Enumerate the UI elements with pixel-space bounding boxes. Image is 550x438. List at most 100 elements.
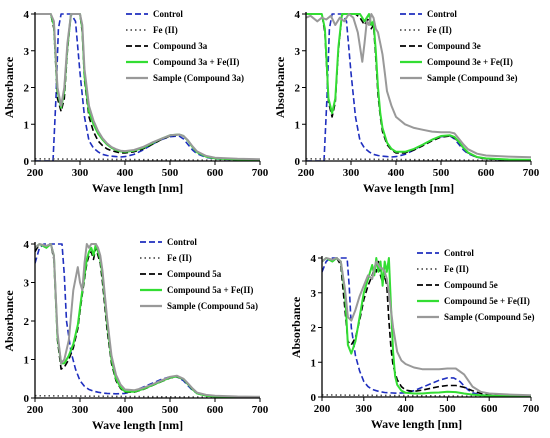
y-tick-label: 2: [295, 83, 301, 95]
x-axis-title: Wave length [nm]: [371, 417, 462, 431]
y-tick-label: 1: [311, 357, 317, 369]
legend: Control Fe (II) Compound 5a Compound 5a + F…: [140, 237, 258, 311]
x-axis-title: Wave length [nm]: [363, 181, 454, 195]
chart-panel-compound-5e: 200 300 400 500 600 700 0 1 2 3 4 Wave length [nm] A…: [289, 248, 540, 431]
series-group: [322, 257, 531, 397]
legend-label: Sample (Compound 5e): [444, 312, 535, 322]
legend-label: Compound 5a + Fe(II): [167, 285, 253, 295]
legend-label: Compound 3e: [427, 41, 481, 51]
chart-panel-compound-3a: 200 300 400 500 600 700 0 1 2 3 4 Wave length [nm] A…: [2, 9, 269, 195]
x-tick-label: 600: [207, 167, 224, 179]
y-tick-label: 0: [24, 156, 30, 168]
series-line-1: [35, 394, 260, 398]
legend-label: Compound 3a + Fe(II): [153, 57, 239, 67]
legend-label: Control: [444, 248, 474, 258]
x-tick-label: 200: [298, 167, 315, 179]
series-line-4: [35, 13, 260, 161]
legend-label: Compound 3a: [153, 41, 208, 51]
y-tick-label: 4: [311, 253, 317, 265]
y-tick-label: 2: [24, 316, 30, 328]
series-line-2: [35, 243, 260, 398]
y-tick-label: 3: [311, 288, 317, 300]
x-tick-label: 600: [207, 404, 224, 416]
x-tick-label: 300: [72, 167, 89, 179]
y-tick-label: 3: [24, 46, 30, 58]
x-tick-label: 700: [252, 404, 269, 416]
legend-label: Fe (II): [444, 264, 469, 274]
series-line-0: [306, 13, 531, 161]
series-line-1: [35, 158, 260, 161]
y-tick-label: 3: [295, 46, 301, 58]
y-tick-label: 2: [24, 83, 30, 95]
series-group: [35, 13, 260, 161]
y-tick-label: 3: [24, 278, 30, 290]
chart-panel-compound-3e: 200 300 400 500 600 700 0 1 2 3 4 Wave length [nm] A…: [273, 9, 540, 195]
legend-label: Compound 5e: [444, 280, 498, 290]
legend-label: Sample (Compound 5a): [167, 301, 258, 311]
x-tick-label: 200: [27, 404, 44, 416]
series-line-2: [322, 257, 531, 397]
y-tick-label: 0: [311, 392, 317, 404]
x-tick-label: 200: [27, 167, 44, 179]
x-tick-label: 400: [117, 167, 134, 179]
y-axis-title: Absorbance: [289, 296, 303, 358]
x-axis-title: Wave length [nm]: [92, 418, 183, 432]
x-tick-label: 700: [523, 167, 540, 179]
legend-label: Compound 5a: [167, 269, 222, 279]
legend-label: Control: [153, 9, 183, 19]
series-line-1: [306, 158, 531, 161]
y-tick-label: 1: [24, 355, 30, 367]
x-tick-label: 300: [356, 403, 373, 415]
y-tick-label: 4: [24, 9, 30, 21]
x-tick-label: 700: [252, 167, 269, 179]
y-tick-label: 1: [295, 119, 301, 131]
y-tick-label: 4: [295, 9, 301, 21]
x-tick-label: 300: [72, 404, 89, 416]
x-tick-label: 500: [162, 404, 179, 416]
legend-label: Fe (II): [427, 25, 452, 35]
series-line-1: [322, 394, 531, 397]
series-line-2: [35, 13, 260, 161]
series-line-4: [322, 257, 531, 397]
x-tick-label: 500: [162, 167, 179, 179]
y-tick-label: 1: [24, 119, 30, 131]
y-tick-label: 4: [24, 239, 30, 251]
series-line-0: [35, 13, 260, 161]
legend-label: Fe (II): [167, 253, 192, 263]
y-tick-label: 0: [295, 156, 301, 168]
legend-label: Control: [167, 237, 197, 247]
legend-label: Sample (Compound 3e): [427, 73, 518, 83]
legend-label: Compound 5e + Fe(II): [444, 296, 530, 306]
series-line-4: [306, 13, 531, 159]
legend-label: Compound 3e + Fe(II): [427, 57, 513, 67]
y-axis-title: Absorbance: [2, 290, 16, 352]
x-tick-label: 600: [478, 167, 495, 179]
series-line-3: [35, 243, 260, 398]
chart-panel-compound-5a: 200 300 400 500 600 700 0 1 2 3 4 Wave length [nm] A…: [2, 237, 269, 432]
y-tick-label: 0: [24, 393, 30, 405]
x-tick-label: 700: [523, 403, 540, 415]
legend: Control Fe (II) Compound 3a Compound 3a + F…: [126, 9, 244, 83]
series-group: [35, 243, 260, 398]
legend: Control Fe (II) Compound 3e Compound 3e + F…: [400, 9, 518, 83]
legend-label: Fe (II): [153, 25, 178, 35]
x-tick-label: 500: [433, 167, 450, 179]
y-axis-title: Absorbance: [2, 56, 16, 118]
x-tick-label: 400: [117, 404, 134, 416]
y-axis-title: Absorbance: [273, 56, 287, 118]
legend: Control Fe (II) Compound 5e Compound 5e + F…: [417, 248, 535, 322]
x-axis-title: Wave length [nm]: [92, 181, 183, 195]
series-line-3: [322, 257, 531, 397]
series-line-0: [35, 243, 260, 398]
series-line-3: [306, 13, 531, 161]
x-tick-label: 600: [481, 403, 498, 415]
series-line-4: [35, 243, 260, 398]
x-tick-label: 200: [314, 403, 331, 415]
series-group: [306, 13, 531, 161]
x-tick-label: 500: [439, 403, 456, 415]
series-line-0: [322, 257, 531, 397]
x-tick-label: 400: [388, 167, 405, 179]
legend-label: Control: [427, 9, 457, 19]
x-tick-label: 300: [343, 167, 360, 179]
